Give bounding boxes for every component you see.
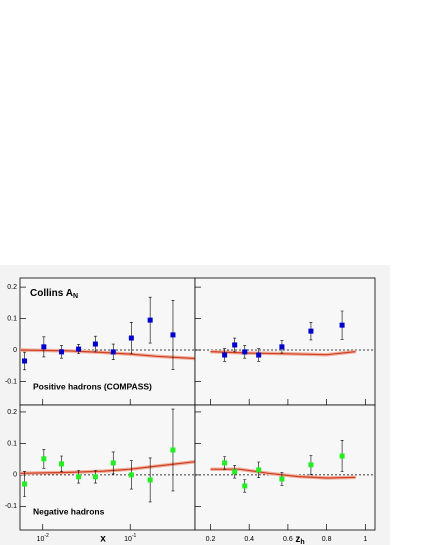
marker (41, 456, 47, 462)
x-axis-label-main: z (295, 534, 300, 545)
marker (256, 467, 262, 473)
y-tick-label: -0.1 (5, 378, 17, 385)
marker (92, 474, 98, 480)
marker (242, 349, 248, 355)
marker (128, 335, 134, 341)
marker (170, 447, 176, 453)
y-tick-label: 0.1 (7, 440, 17, 447)
title-main: Collins A (30, 288, 73, 299)
x-tick-exponent: -2 (44, 533, 49, 539)
marker (59, 461, 65, 467)
x-tick-base: 10 (37, 536, 45, 543)
curve (210, 351, 356, 356)
x-tick-label: 0.4 (244, 536, 254, 543)
marker (41, 344, 47, 350)
y-tick-label: -0.1 (5, 503, 17, 510)
panel (19, 277, 196, 406)
y-tick-label: 0.1 (7, 315, 17, 322)
marker (279, 476, 285, 482)
x-tick-label: 1 (363, 536, 367, 543)
marker (339, 453, 345, 459)
panel-label: Positive hadrons (COMPASS) (33, 381, 152, 391)
x-tick-label: 10-2 (37, 533, 49, 543)
marker (59, 349, 65, 355)
chart-title: Collins AN (30, 288, 78, 300)
panel-label: Negative hadrons (33, 506, 105, 516)
marker (222, 460, 228, 466)
y-tick-label: 0 (13, 347, 17, 354)
y-tick-label: 0 (13, 472, 17, 479)
marker (242, 483, 248, 489)
panel (19, 404, 196, 531)
x-tick-exponent: -1 (132, 533, 137, 539)
marker (76, 346, 82, 352)
marker (147, 317, 153, 323)
marker (170, 332, 176, 338)
marker (256, 352, 262, 358)
x-tick-label: 0.8 (322, 536, 332, 543)
marker (147, 477, 153, 483)
marker (279, 344, 285, 350)
marker (308, 462, 314, 468)
marker (308, 328, 314, 334)
x-axis-label-sub: h (300, 539, 304, 545)
x-axis-label: x (100, 534, 106, 545)
marker (339, 322, 345, 328)
curve (19, 461, 196, 474)
title-sub: N (73, 293, 78, 300)
marker (92, 341, 98, 347)
x-tick-base: 10 (124, 536, 132, 543)
marker (22, 481, 28, 487)
marker (232, 342, 238, 348)
x-tick-label: 0.6 (283, 536, 293, 543)
x-tick-label: 10-1 (124, 533, 136, 543)
marker (76, 474, 82, 480)
x-tick-label: 0.2 (206, 536, 216, 543)
x-axis-label: zh (295, 534, 304, 545)
marker (128, 472, 134, 478)
y-tick-label: 0.2 (7, 409, 17, 416)
marker (110, 460, 116, 466)
marker (22, 358, 28, 364)
marker (222, 352, 228, 358)
marker (232, 469, 238, 475)
panel (194, 277, 376, 406)
marker (110, 349, 116, 355)
y-tick-label: 0.2 (7, 284, 17, 291)
